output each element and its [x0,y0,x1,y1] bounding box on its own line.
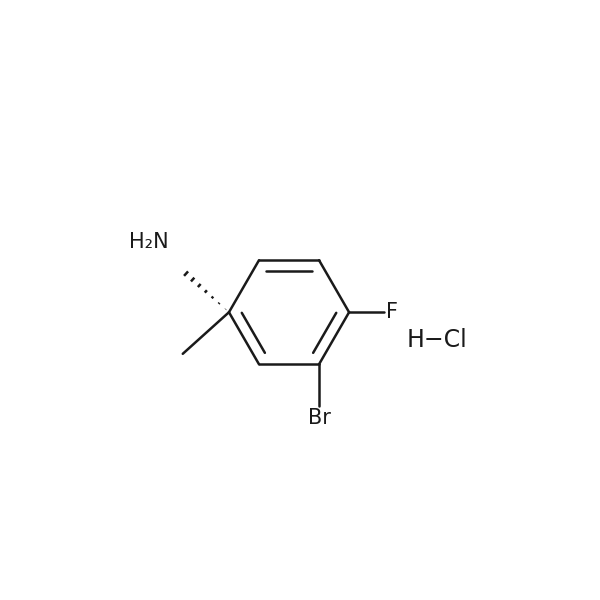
Text: Br: Br [308,408,331,428]
Text: F: F [386,302,398,322]
Text: H₂N: H₂N [129,232,169,252]
Text: H−Cl: H−Cl [406,328,467,352]
